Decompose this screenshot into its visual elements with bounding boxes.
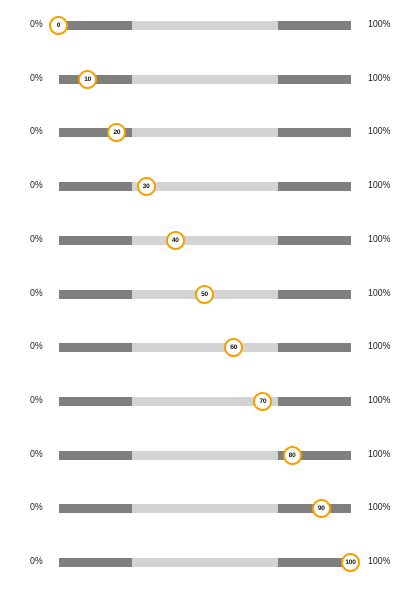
min-label: 0%: [30, 233, 43, 245]
slider-thumb[interactable]: 80: [282, 445, 302, 465]
slider-thumb[interactable]: 70: [253, 391, 273, 411]
max-label: 100%: [368, 233, 391, 245]
slider-track[interactable]: 40: [59, 230, 351, 250]
track-segment-left: [59, 289, 132, 299]
max-label: 100%: [368, 19, 391, 30]
slider-track[interactable]: 60: [59, 338, 351, 358]
slider-track[interactable]: 50: [59, 284, 351, 304]
slider-value-label: 90: [317, 505, 325, 513]
slider-row: 0% 70 100%: [0, 389, 419, 415]
track-segment-left: [59, 558, 132, 567]
slider-value-label: 60: [230, 344, 238, 352]
min-label: 0%: [30, 448, 43, 460]
min-label: 0%: [30, 502, 43, 514]
slider-thumb[interactable]: 50: [195, 284, 214, 304]
slider-value-label: 40: [171, 236, 179, 244]
slider-value-label: 30: [142, 183, 150, 191]
track-segment-right: [278, 182, 351, 192]
track-segment-left: [59, 235, 132, 245]
track-segment-left: [59, 450, 132, 460]
slider-row: 0% 80 100%: [0, 443, 419, 469]
slider-row: 0% 30 100%: [0, 174, 419, 200]
max-label: 100%: [368, 394, 391, 406]
min-label: 0%: [30, 394, 43, 406]
slider-value-label: 50: [201, 290, 208, 298]
slider-value-label: 100: [345, 559, 356, 566]
min-label: 0%: [30, 341, 43, 353]
slider-thumb[interactable]: 60: [224, 338, 244, 358]
slider-value-label: 10: [84, 75, 92, 83]
max-label: 100%: [368, 287, 391, 299]
track-segment-right: [278, 343, 351, 353]
slider-row: 0% 10 100%: [0, 67, 419, 93]
track-segment-middle: [132, 343, 278, 353]
track-segment-right: [278, 21, 351, 30]
min-label: 0%: [30, 72, 43, 84]
track-segment-right: [278, 558, 351, 567]
slider-track[interactable]: 0: [49, 16, 351, 35]
track-segment-right: [278, 74, 351, 84]
slider-row: 0% 60 100%: [0, 335, 419, 361]
slider-row: 0% 20 100%: [0, 120, 419, 146]
max-label: 100%: [368, 556, 391, 567]
track-segment-right: [278, 450, 351, 460]
track-segment-left: [59, 21, 132, 30]
min-label: 0%: [30, 287, 43, 299]
track-segment-right: [278, 128, 351, 138]
track-segment-left: [59, 343, 132, 353]
max-label: 100%: [368, 180, 391, 192]
slider-track[interactable]: 30: [59, 177, 351, 197]
max-label: 100%: [368, 341, 391, 353]
track-segment-middle: [132, 396, 278, 406]
track-segment-middle: [132, 558, 278, 567]
slider-thumb[interactable]: 0: [49, 16, 68, 35]
track-segment-middle: [132, 74, 278, 84]
track-segment-middle: [132, 21, 278, 30]
slider-thumb[interactable]: 10: [78, 69, 98, 89]
track-segment-right: [278, 396, 351, 406]
slider-row: 0% 0 100%: [0, 13, 419, 39]
slider-row: 0% 90 100%: [0, 496, 419, 522]
slider-track[interactable]: 10: [59, 69, 351, 89]
slider-row: 0% 40 100%: [0, 228, 419, 254]
track-segment-left: [59, 396, 132, 406]
slider-value-label: 70: [259, 397, 267, 405]
track-segment-middle: [132, 128, 278, 138]
slider-value-label: 20: [113, 129, 121, 137]
min-label: 0%: [30, 556, 43, 567]
max-label: 100%: [368, 72, 391, 84]
slider-row: 0% 50 100%: [0, 282, 419, 308]
track-segment-middle: [132, 450, 278, 460]
track-segment-right: [278, 289, 351, 299]
slider-value-label: 80: [288, 451, 296, 459]
track-segment-middle: [132, 235, 278, 245]
slider-thumb[interactable]: 40: [165, 230, 185, 250]
slider-track[interactable]: 20: [59, 123, 351, 143]
max-label: 100%: [368, 126, 391, 138]
track-segment-left: [59, 504, 132, 514]
slider-thumb[interactable]: 20: [107, 123, 127, 143]
min-label: 0%: [30, 126, 43, 138]
max-label: 100%: [368, 448, 391, 460]
track-segment-right: [278, 235, 351, 245]
track-segment-left: [59, 128, 132, 138]
max-label: 100%: [368, 502, 391, 514]
slider-value-label: 0: [56, 22, 61, 29]
slider-thumb[interactable]: 100: [341, 553, 360, 572]
track-segment-middle: [132, 182, 278, 192]
slider-track[interactable]: 70: [59, 391, 351, 411]
min-label: 0%: [30, 19, 43, 30]
slider-track[interactable]: 80: [59, 445, 351, 465]
min-label: 0%: [30, 180, 43, 192]
slider-track[interactable]: 100: [59, 553, 360, 572]
slider-thumb[interactable]: 30: [136, 177, 156, 197]
track-segment-middle: [132, 504, 278, 514]
track-segment-left: [59, 182, 132, 192]
slider-track[interactable]: 90: [59, 499, 351, 519]
slider-thumb[interactable]: 90: [311, 499, 331, 519]
slider-row: 0% 100 100%: [0, 550, 419, 576]
